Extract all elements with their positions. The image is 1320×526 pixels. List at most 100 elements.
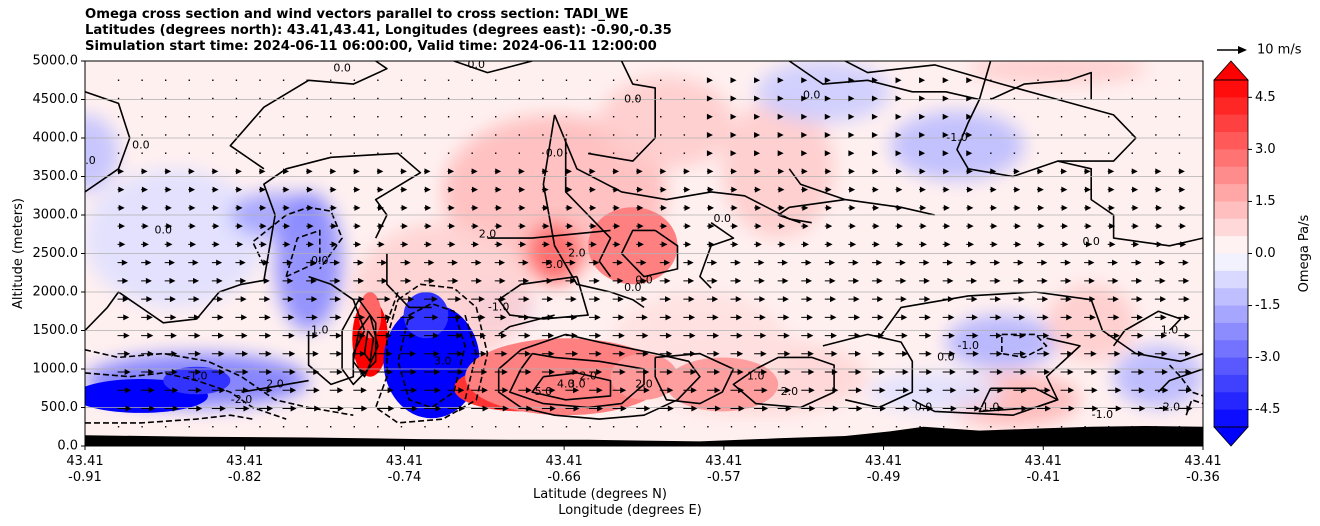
wind-vector <box>400 350 416 357</box>
wind-vector <box>258 387 273 394</box>
wind-vector <box>188 97 190 100</box>
wind-vector <box>754 95 761 102</box>
wind-vector <box>754 314 766 321</box>
wind-vector <box>447 296 462 303</box>
wind-vector <box>848 95 855 102</box>
wind-vector <box>1084 116 1086 118</box>
wind-vector <box>282 332 295 339</box>
wind-vector <box>777 277 789 284</box>
wind-vector <box>353 259 364 266</box>
wind-vector <box>541 168 549 175</box>
wind-vector <box>188 152 190 154</box>
contour-label-14: 2.0 <box>479 227 497 240</box>
wind-vector <box>754 223 762 230</box>
colorbar-extend-min <box>1213 426 1249 447</box>
wind-vector <box>211 350 225 357</box>
wind-vector <box>259 134 261 136</box>
contour-label-18: 5.0 <box>535 385 553 398</box>
wind-vector <box>966 259 977 266</box>
wind-vector <box>306 369 320 376</box>
wind-vector <box>282 387 297 394</box>
wind-vector <box>235 79 238 81</box>
wind-vector <box>1013 223 1021 230</box>
wind-vector <box>919 332 932 339</box>
wind-vector <box>754 168 761 175</box>
wind-vector <box>659 350 673 357</box>
wind-vector <box>1060 97 1063 100</box>
wind-vector <box>141 79 143 81</box>
wind-vector <box>353 186 361 193</box>
wind-vector <box>211 277 223 284</box>
wind-vector <box>377 152 379 154</box>
colorbar-band <box>1214 166 1248 185</box>
wind-vector <box>871 332 885 339</box>
wind-vector <box>282 426 285 428</box>
wind-vector <box>848 241 857 248</box>
x-tick-lon-1: -0.82 <box>228 470 262 485</box>
wind-vector <box>706 296 719 303</box>
wind-vector <box>707 426 709 428</box>
wind-vector <box>258 241 267 248</box>
wind-vector <box>990 152 992 154</box>
wind-vector <box>565 296 577 303</box>
wind-vector <box>282 296 294 303</box>
wind-vector <box>989 314 1002 321</box>
wind-vector <box>1084 134 1086 136</box>
wind-vector <box>683 168 690 175</box>
wind-vector <box>801 332 814 339</box>
wind-vector <box>824 150 831 157</box>
wind-vector <box>1060 332 1073 339</box>
wind-vector <box>1037 426 1039 428</box>
wind-vector <box>329 241 338 248</box>
wind-vector <box>824 113 831 120</box>
wind-vector <box>1107 277 1119 284</box>
wind-vector <box>424 223 432 230</box>
wind-vector <box>683 350 696 357</box>
field-blob-8 <box>755 61 890 123</box>
colorbar-tick-label-5: 3.0 <box>1255 142 1276 157</box>
wind-vector <box>824 77 831 84</box>
wind-vector <box>329 259 341 266</box>
wind-vector <box>754 186 761 193</box>
wind-vector <box>872 426 874 428</box>
wind-vector <box>494 168 502 175</box>
wind-vector <box>471 350 487 357</box>
wind-vector <box>282 405 297 412</box>
wind-vector <box>235 259 246 266</box>
wind-vector <box>494 223 503 230</box>
wind-vector <box>730 150 737 157</box>
wind-vector <box>824 296 837 303</box>
contour-solid-7 <box>487 229 611 239</box>
wind-vector <box>400 332 416 339</box>
wind-vector <box>848 259 859 266</box>
wind-vector <box>258 259 270 266</box>
wind-vector <box>1060 314 1073 321</box>
wind-vector <box>211 186 219 193</box>
contour-label-0: 0.0 <box>132 139 150 152</box>
field-blob-0 <box>85 114 119 192</box>
wind-vector <box>235 369 249 376</box>
wind-vector <box>447 259 458 266</box>
wind-vector <box>942 387 957 394</box>
wind-vector <box>141 259 152 266</box>
wind-vector <box>141 134 143 136</box>
wind-vector <box>942 296 954 303</box>
colorbar-band <box>1214 218 1248 237</box>
wind-vector <box>895 241 904 248</box>
contour-label-15: 2.0 <box>568 247 586 260</box>
wind-vector <box>777 387 792 394</box>
wind-vector <box>212 97 214 100</box>
wind-vector <box>541 387 556 394</box>
x-tick-lat-5: 43.41 <box>865 454 902 469</box>
wind-vector <box>683 296 695 303</box>
wind-vector <box>1036 387 1051 394</box>
wind-vector <box>1154 405 1169 412</box>
wind-vector <box>659 332 672 339</box>
wind-vector <box>636 350 649 357</box>
wind-vector <box>495 97 497 100</box>
colorbar: -4.5 -3.0 -1.5 0.0 1.5 3.0 4.5 Omega Pa/s <box>1213 60 1312 447</box>
wind-vector <box>848 168 855 175</box>
contour-dashed-9 <box>1001 333 1048 359</box>
wind-vector <box>235 296 247 303</box>
wind-vector <box>353 116 355 118</box>
